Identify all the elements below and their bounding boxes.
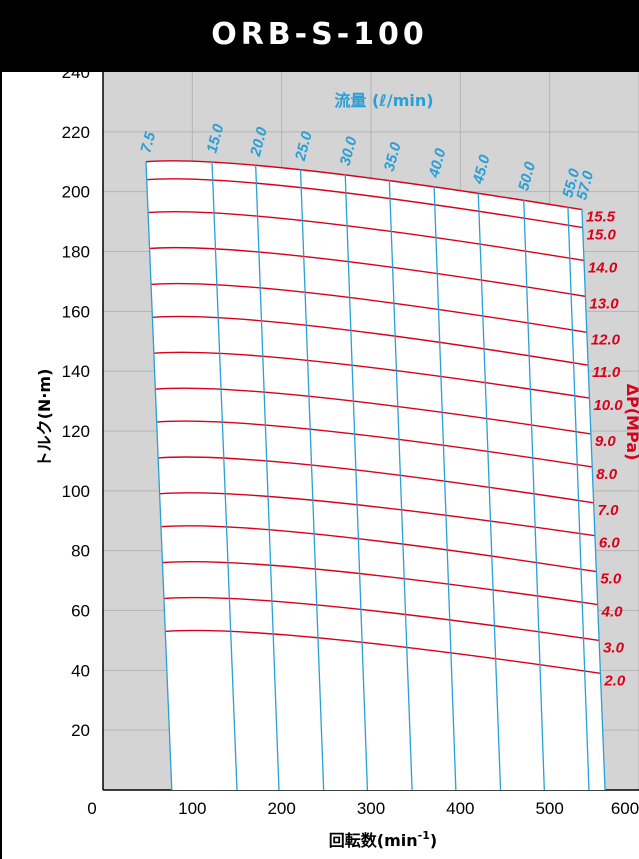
pressure-curve-0 xyxy=(145,160,583,211)
x-tick-label-0: 100 xyxy=(178,799,206,818)
pressure-label-11: 5.0 xyxy=(600,571,622,588)
y-axis-label: トルク(N·m) xyxy=(35,369,54,468)
pressure-label-1: 15.0 xyxy=(587,227,617,244)
flow-line-6 xyxy=(433,186,457,791)
flow-axis-label: 流量 (ℓ/min) xyxy=(334,91,433,110)
flow-line-9 xyxy=(567,206,590,791)
flow-label-0: 7.5 xyxy=(137,130,159,155)
x-axis-label-text: 回転数 xyxy=(329,831,378,850)
pressure-axis-label: ΔP(MPa) xyxy=(623,384,639,461)
pressure-label-3: 13.0 xyxy=(589,295,619,312)
x-tick-label-3: 400 xyxy=(446,799,474,818)
y-tick-label-11: 240 xyxy=(62,63,90,82)
pressure-curve-9 xyxy=(158,456,594,504)
x-axis-unit-exponent: -1 xyxy=(418,829,430,842)
flow-line-1 xyxy=(211,161,238,791)
pressure-curves xyxy=(145,160,601,675)
pressure-label-5: 11.0 xyxy=(592,364,621,381)
x-tick-labels: 100 200 300 400 500 600 xyxy=(178,799,639,818)
pressure-curve-14 xyxy=(165,629,601,675)
flow-line-0 xyxy=(145,161,173,791)
y-tick-label-1: 40 xyxy=(71,661,90,680)
y-tick-label-10: 220 xyxy=(62,123,90,142)
x-origin-label: 0 xyxy=(87,799,96,818)
pressure-label-12: 4.0 xyxy=(601,604,624,621)
title-bar: ORB-S-100 xyxy=(0,0,639,72)
flow-line-10 xyxy=(581,208,606,791)
pressure-curve-13 xyxy=(163,596,600,642)
pressure-curve-5 xyxy=(152,315,589,366)
x-tick-label-1: 200 xyxy=(267,799,295,818)
y-tick-label-7: 160 xyxy=(62,302,90,321)
pressure-label-14: 2.0 xyxy=(603,672,626,689)
y-tick-label-8: 180 xyxy=(62,243,90,262)
chart-title: ORB-S-100 xyxy=(211,17,428,52)
pressure-curve-1 xyxy=(146,178,583,229)
x-axis-unit-close: ) xyxy=(430,831,437,850)
pressure-label-13: 3.0 xyxy=(603,639,625,656)
pressure-curve-3 xyxy=(149,246,586,298)
x-axis-unit-base: (min xyxy=(377,831,418,850)
x-tick-label-2: 300 xyxy=(357,799,385,818)
pressure-label-7: 9.0 xyxy=(595,433,617,450)
flow-line-4 xyxy=(344,174,369,791)
y-tick-label-3: 80 xyxy=(71,542,90,561)
pressure-labels: 15.515.0 14.0 13.0 12.0 11.0 10.0 9.0 8.0 7.0 6.0… xyxy=(586,209,626,690)
pressure-curve-10 xyxy=(159,492,596,537)
x-tick-label-4: 500 xyxy=(535,799,563,818)
pressure-label-4: 12.0 xyxy=(591,331,621,348)
y-tick-label-2: 60 xyxy=(71,602,90,621)
pressure-label-2: 14.0 xyxy=(588,259,618,276)
flow-line-3 xyxy=(299,169,325,791)
pressure-curve-4 xyxy=(150,282,587,333)
y-tick-labels: 20 40 60 80 100 120 140 160 180 200 220 240 xyxy=(62,63,90,740)
operating-region xyxy=(145,160,606,790)
pressure-curve-6 xyxy=(153,351,590,399)
pressure-curve-8 xyxy=(156,420,593,468)
flow-line-5 xyxy=(388,180,413,791)
y-tick-label-9: 200 xyxy=(62,183,90,202)
pressure-curve-2 xyxy=(148,211,585,262)
y-tick-label-5: 120 xyxy=(62,422,90,441)
pressure-curve-7 xyxy=(155,387,591,435)
pressure-label-9: 7.0 xyxy=(598,502,620,519)
flow-line-8 xyxy=(523,199,545,791)
x-tick-label-5: 600 xyxy=(611,799,639,818)
pressure-label-8: 8.0 xyxy=(596,466,618,483)
flow-line-2 xyxy=(255,164,280,791)
pressure-curve-12 xyxy=(162,560,598,606)
y-tick-label-4: 100 xyxy=(62,482,90,501)
pressure-label-10: 6.0 xyxy=(599,535,621,552)
flow-line-7 xyxy=(477,192,502,791)
frame-left-border xyxy=(0,72,2,859)
y-tick-label-0: 20 xyxy=(71,721,90,740)
pressure-curve-11 xyxy=(160,525,597,573)
pressure-label-6: 10.0 xyxy=(593,397,623,414)
x-axis-label: 回転数(min-1) xyxy=(329,829,437,850)
y-tick-label-6: 140 xyxy=(62,362,90,381)
pressure-label-0: 15.5 xyxy=(586,209,616,226)
flow-rate-lines xyxy=(145,161,606,791)
